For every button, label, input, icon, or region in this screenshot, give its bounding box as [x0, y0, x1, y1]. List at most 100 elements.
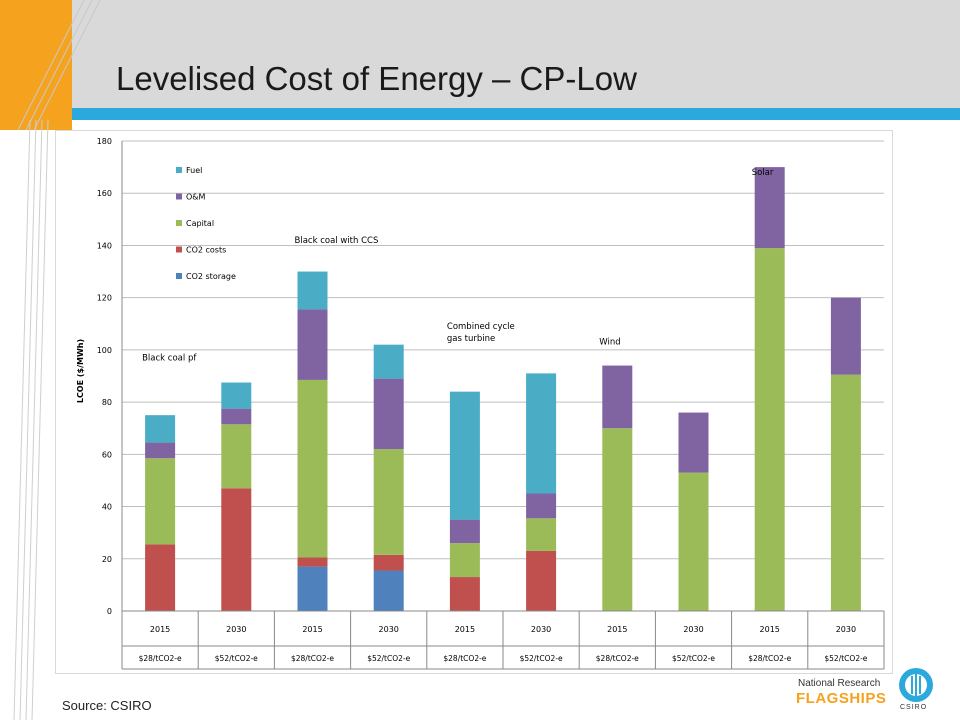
- bar-segment-co2-costs: [145, 544, 176, 611]
- legend-swatch: [176, 246, 182, 253]
- source-note: Source: CSIRO: [62, 698, 152, 713]
- bar-segment-capital: [754, 248, 785, 612]
- bar-segment-co2-costs: [221, 488, 252, 611]
- gray-header-band: [72, 0, 960, 108]
- x-tick-year: 2030: [531, 625, 551, 634]
- annotation-label: Black coal pf: [142, 353, 197, 363]
- x-tick-price: $52/tCO2-e: [520, 654, 563, 663]
- x-tick-price: $28/tCO2-e: [748, 654, 791, 663]
- x-tick-price: $52/tCO2-e: [215, 654, 258, 663]
- y-axis: 0 20 40 60 80 100 120 140 160 180: [97, 137, 123, 616]
- bar-segment-o-m: [373, 378, 404, 450]
- y-tick-label: 140: [97, 241, 112, 250]
- x-tick-price: $28/tCO2-e: [443, 654, 486, 663]
- x-tick-year: 2015: [302, 625, 322, 634]
- x-tick-year: 2030: [836, 625, 856, 634]
- bar-segment-o-m: [754, 167, 785, 249]
- csiro-logo-text: CSIRO: [900, 704, 928, 711]
- bar-segment-co2-costs: [449, 577, 480, 611]
- y-tick-label: 160: [97, 189, 112, 198]
- bar-segment-capital: [373, 449, 404, 555]
- x-tick-year: 2015: [607, 625, 627, 634]
- annotation-label: Combined cycle: [447, 322, 515, 332]
- y-tick-label: 40: [102, 503, 112, 512]
- annotation-label: Solar: [752, 168, 774, 178]
- bar-segment-fuel: [145, 415, 176, 443]
- brand-line-1: National Research: [798, 678, 881, 689]
- bar-segment-capital: [678, 472, 709, 611]
- brand-block: National Research FLAGSHIPS CSIRO: [790, 664, 950, 714]
- left-decor-lines: [13, 120, 49, 720]
- bar-segment-capital: [449, 543, 480, 578]
- y-tick-label: 60: [102, 450, 112, 459]
- x-tick-price: $52/tCO2-e: [824, 654, 867, 663]
- x-tick-price: $28/tCO2-e: [139, 654, 182, 663]
- bar-segment-capital: [830, 374, 861, 611]
- bar-segment-o-m: [297, 309, 328, 380]
- bar-segment-o-m: [830, 297, 861, 375]
- x-tick-year: 2015: [150, 625, 170, 634]
- y-tick-label: 80: [102, 398, 112, 407]
- x-tick-price: $52/tCO2-e: [672, 654, 715, 663]
- decor-lines: [17, 0, 101, 130]
- legend-swatch: [176, 273, 182, 279]
- legend-swatch: [176, 193, 182, 200]
- bar-segment-o-m: [602, 365, 633, 429]
- x-tick-price: $52/tCO2-e: [367, 654, 410, 663]
- bar-segment-fuel: [373, 344, 404, 379]
- legend: Fuel O&M Capital CO2 costs CO2 storage: [176, 166, 236, 281]
- y-tick-label: 100: [97, 346, 112, 355]
- x-tick-year: 2030: [379, 625, 399, 634]
- brand-line-2: FLAGSHIPS: [796, 690, 887, 707]
- legend-label: CO2 storage: [186, 272, 236, 281]
- bar-segment-o-m: [145, 442, 176, 459]
- bar-segment-o-m: [678, 412, 709, 473]
- bar-segment-fuel: [221, 382, 252, 409]
- bars: [145, 167, 861, 612]
- y-axis-title: LCOE ($/MWh): [76, 339, 85, 403]
- orange-corner-block: [0, 0, 72, 130]
- bar-segment-capital: [602, 428, 633, 611]
- annotation-label: Wind: [599, 338, 620, 348]
- blue-header-stripe: [72, 108, 960, 120]
- legend-label: Fuel: [186, 166, 202, 175]
- annotation-label: Black coal with CCS: [295, 236, 379, 246]
- bar-segment-fuel: [526, 373, 557, 494]
- bar-segment-o-m: [526, 493, 557, 519]
- y-tick-label: 120: [97, 294, 112, 303]
- bar-segment-capital: [145, 458, 176, 545]
- legend-label: CO2 costs: [186, 246, 226, 255]
- x-tick-price: $28/tCO2-e: [291, 654, 334, 663]
- x-tick-year: 2030: [226, 625, 246, 634]
- legend-label: O&M: [186, 193, 206, 202]
- bar-segment-co2-costs: [526, 550, 557, 611]
- bar-segment-co2-costs: [297, 557, 328, 567]
- category-table: 2015 $28/tCO2-e 2030 $52/tCO2-e 2015 $28/tCO2…: [121, 610, 885, 670]
- y-tick-label: 20: [102, 555, 112, 564]
- bar-segment-co2-storage: [373, 570, 404, 611]
- y-tick-label: 0: [107, 607, 112, 616]
- legend-swatch: [176, 220, 182, 226]
- bar-segment-capital: [221, 424, 252, 489]
- bar-segment-o-m: [221, 408, 252, 425]
- bar-segment-capital: [526, 518, 557, 551]
- annotations: Black coal pf Black coal with CCS Combined…: [142, 168, 774, 363]
- annotation-label: gas turbine: [447, 334, 495, 344]
- x-tick-price: $28/tCO2-e: [596, 654, 639, 663]
- y-tick-label: 180: [97, 137, 112, 146]
- bar-segment-co2-storage: [297, 566, 328, 611]
- bar-segment-capital: [297, 379, 328, 558]
- legend-label: Capital: [186, 219, 214, 228]
- slide-title: Levelised Cost of Energy – CP-Low: [116, 60, 637, 97]
- legend-swatch: [176, 167, 182, 173]
- chart-frame: 0 20 40 60 80 100 120 140 160 180 2015 $28/tCO2-e 2…: [55, 130, 893, 674]
- csiro-logo-icon: [899, 668, 933, 702]
- bar-segment-o-m: [449, 519, 480, 544]
- x-tick-year: 2015: [760, 625, 780, 634]
- bar-segment-fuel: [297, 271, 328, 310]
- bar-segment-fuel: [449, 391, 480, 520]
- x-tick-year: 2015: [455, 625, 475, 634]
- bar-segment-co2-costs: [373, 554, 404, 571]
- x-tick-year: 2030: [683, 625, 703, 634]
